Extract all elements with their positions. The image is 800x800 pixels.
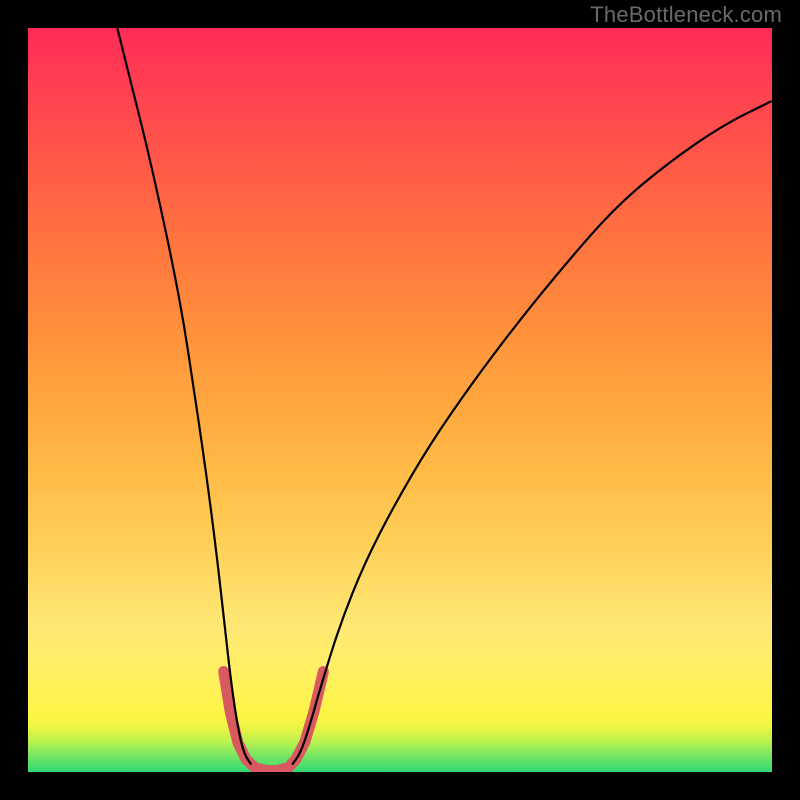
plot-area (28, 28, 772, 772)
curve-right-arm (292, 101, 772, 765)
valley-highlight (224, 672, 324, 771)
watermark-text: TheBottleneck.com (590, 2, 782, 28)
bottleneck-curve (28, 28, 772, 772)
curve-left-arm (117, 28, 251, 765)
